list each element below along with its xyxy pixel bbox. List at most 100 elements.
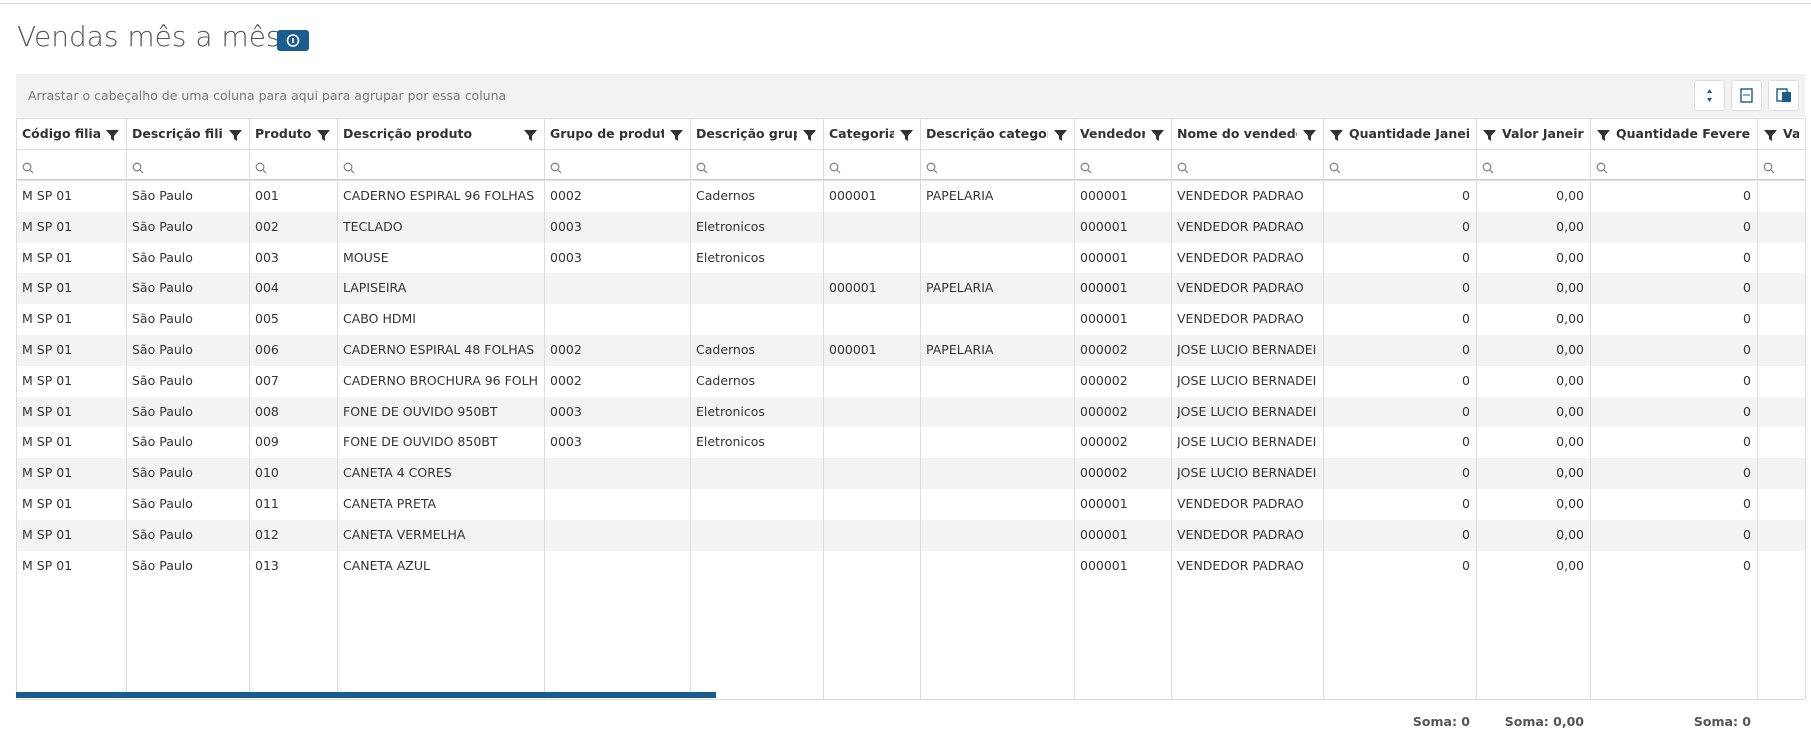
filter-search[interactable] [132, 159, 144, 174]
table-cell: 005 [255, 311, 279, 327]
filter-button[interactable] [670, 127, 683, 141]
column-header[interactable]: Valor Janeiro [1502, 126, 1584, 141]
filter-button[interactable] [1330, 127, 1343, 141]
table-cell: JOSE LUCIO BERNADEI [1177, 342, 1317, 357]
icon [1776, 88, 1791, 102]
table-cell: VENDEDOR PADRAO [1177, 526, 1304, 542]
filter-search[interactable] [550, 159, 562, 174]
table-cell: 0 [1462, 526, 1470, 542]
column-header[interactable]: Produto [255, 126, 311, 141]
table-cell: CANETA 4 CORES [343, 465, 452, 481]
column-header[interactable]: Nome do vendedor [1177, 126, 1297, 141]
filter-button[interactable] [803, 127, 816, 141]
filter-button[interactable] [1764, 127, 1777, 141]
top-border [0, 3, 1811, 4]
table-cell: M SP 01 [22, 218, 73, 234]
table-cell: 0,00 [1556, 280, 1584, 296]
column-header[interactable]: Va [1783, 126, 1799, 141]
grid-border-bottom [16, 179, 1805, 180]
filter-button[interactable] [317, 127, 330, 141]
filter-button[interactable] [229, 127, 242, 141]
filter-button[interactable] [900, 127, 913, 141]
filter-button[interactable] [1054, 127, 1067, 141]
table-cell: LAPISEIRA [343, 280, 407, 296]
table-cell: Eletronicos [696, 249, 765, 265]
filter-search[interactable] [1596, 159, 1608, 174]
layout-button[interactable] [1768, 80, 1799, 111]
column-header[interactable]: Grupo de produto [550, 126, 664, 141]
search-icon [926, 162, 938, 174]
filter-search[interactable] [255, 159, 267, 174]
table-cell: 000001 [1080, 526, 1128, 542]
table-cell: 003 [255, 249, 279, 265]
export-button[interactable] [1731, 80, 1762, 111]
icon [1707, 89, 1712, 102]
filter-search[interactable] [22, 159, 34, 174]
filter-icon [106, 130, 119, 141]
table-cell: 004 [255, 280, 279, 296]
table-cell: 000002 [1080, 372, 1128, 388]
column-header[interactable]: Vendedor [1080, 126, 1145, 141]
filter-search[interactable] [1080, 159, 1092, 174]
table-cell: 0002 [550, 372, 582, 388]
column-divider [1323, 118, 1324, 699]
table-cell: 000002 [1080, 342, 1128, 357]
table-cell: 000001 [1080, 188, 1128, 203]
filter-search[interactable] [1763, 159, 1775, 174]
column-header[interactable]: Descrição produto [343, 126, 473, 141]
table-cell: JOSE LUCIO BERNADEI [1177, 465, 1317, 481]
column-header[interactable]: Categoria [829, 126, 894, 141]
filter-icon [229, 130, 242, 141]
search-icon [696, 162, 708, 174]
table-cell: 000001 [829, 342, 877, 357]
column-header[interactable]: Quantidade Janeiro [1349, 126, 1470, 141]
table-cell: 0,00 [1556, 403, 1584, 419]
table-cell: 0 [1462, 218, 1470, 234]
table-cell: 000002 [1080, 465, 1128, 481]
table-cell: São Paulo [132, 249, 193, 265]
table-cell: São Paulo [132, 496, 193, 511]
table-cell: CABO HDMI [343, 311, 416, 327]
filter-button[interactable] [106, 127, 119, 141]
search-icon [1177, 162, 1189, 174]
filter-search[interactable] [1329, 159, 1341, 174]
horizontal-scrollbar[interactable] [16, 692, 716, 698]
grid-line [16, 699, 1805, 700]
filter-search[interactable] [696, 159, 708, 174]
table-cell: 0 [1462, 557, 1470, 573]
icon [1740, 88, 1753, 103]
column-chooser-button[interactable] [1694, 80, 1725, 111]
table-cell: 000001 [1080, 218, 1128, 234]
table-cell: 000001 [1080, 557, 1128, 573]
column-header[interactable]: Descrição categoria [926, 126, 1048, 141]
filter-button[interactable] [524, 127, 537, 141]
column-header[interactable]: Código filial [22, 126, 100, 141]
column-divider [690, 118, 691, 699]
column-divider [16, 118, 17, 699]
filter-search[interactable] [926, 159, 938, 174]
row-stripe [16, 458, 1805, 489]
filter-button[interactable] [1303, 127, 1316, 141]
filter-search[interactable] [829, 159, 841, 174]
filter-button[interactable] [1151, 127, 1164, 141]
filter-search[interactable] [1177, 159, 1189, 174]
table-cell: 0,00 [1556, 218, 1584, 234]
filter-button[interactable] [1483, 127, 1496, 141]
filter-search[interactable] [1482, 159, 1494, 174]
column-divider [1590, 118, 1591, 699]
info-button[interactable] [277, 30, 309, 51]
table-cell: CADERNO ESPIRAL 96 FOLHAS [343, 188, 535, 203]
table-cell: 0,00 [1556, 465, 1584, 481]
table-cell: MOUSE [343, 249, 389, 265]
table-cell: 0 [1743, 311, 1751, 327]
column-header[interactable]: Descrição filial [132, 126, 223, 141]
filter-icon [317, 130, 330, 141]
filter-search[interactable] [343, 159, 355, 174]
filter-button[interactable] [1597, 127, 1610, 141]
table-cell: M SP 01 [22, 280, 73, 296]
column-header[interactable]: Descrição grupo [696, 126, 797, 141]
table-cell: São Paulo [132, 557, 193, 573]
column-header[interactable]: Quantidade Fevereiro [1616, 126, 1751, 141]
filter-icon [524, 130, 537, 141]
